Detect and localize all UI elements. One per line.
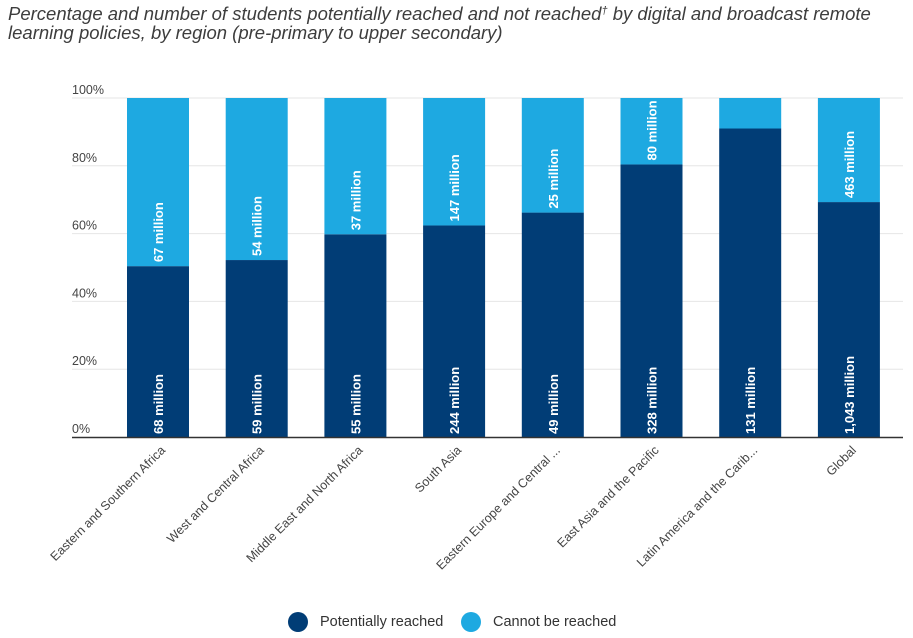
bar-not-reached[interactable] xyxy=(423,98,486,226)
legend-swatch-reached xyxy=(288,612,308,632)
data-label: 80 million xyxy=(645,100,660,160)
legend-label-reached: Potentially reached xyxy=(320,614,444,630)
y-tick-label: 80% xyxy=(72,151,97,165)
data-label: 37 million xyxy=(348,170,363,230)
bar-reached[interactable] xyxy=(817,202,880,437)
bar-reached[interactable] xyxy=(620,164,683,437)
data-label: 67 million xyxy=(151,202,166,262)
data-label: 49 million xyxy=(546,374,561,434)
x-tick-label: Eastern and Southern Africa xyxy=(48,443,168,563)
x-tick-label: Latin America and the Carib... xyxy=(634,443,760,569)
bar-not-reached[interactable] xyxy=(521,98,584,213)
data-label: 328 million xyxy=(645,367,660,434)
bar-not-reached[interactable] xyxy=(817,98,880,203)
chart-title: Percentage and number of students potent… xyxy=(8,4,903,42)
legend-item-reached[interactable]: Potentially reached xyxy=(288,612,443,632)
bar-reached[interactable] xyxy=(127,266,189,437)
data-label: 463 million xyxy=(842,131,857,198)
legend-swatch-not-reached xyxy=(461,612,481,632)
data-label: 244 million xyxy=(447,367,462,434)
bar-reached[interactable] xyxy=(521,212,584,437)
bar-not-reached[interactable] xyxy=(620,98,683,165)
x-tick-label: Global xyxy=(824,443,859,478)
data-label: 25 million xyxy=(546,149,561,209)
bar-not-reached[interactable] xyxy=(225,98,288,261)
bar-not-reached[interactable] xyxy=(127,98,189,267)
bar-reached[interactable] xyxy=(423,225,486,437)
stacked-bar-chart: 0% 20% 40% 60% 80% 100% 68 million 67 million Ea… xyxy=(48,83,903,573)
y-tick-label: 60% xyxy=(72,219,97,233)
data-label: 54 million xyxy=(250,196,265,256)
dagger-mark: † xyxy=(601,5,608,17)
y-tick-label: 20% xyxy=(72,354,97,368)
x-tick-label: South Asia xyxy=(412,443,464,495)
legend-item-not-reached[interactable]: Cannot be reached xyxy=(461,612,616,632)
data-label: 131 million xyxy=(743,367,758,434)
bar-not-reached[interactable] xyxy=(324,98,387,235)
bar-reached[interactable] xyxy=(719,128,782,437)
data-label: 1,043 million xyxy=(842,356,857,434)
y-tick-label: 100% xyxy=(72,83,104,97)
bar-reached[interactable] xyxy=(324,234,387,437)
chart-title-text: Percentage and number of students potent… xyxy=(8,3,602,24)
x-tick-label: Middle East and North Africa xyxy=(244,443,366,565)
chart-title-rest: by digital and broadcast remote learning… xyxy=(8,3,871,43)
x-tick-label: West and Central Africa xyxy=(164,443,267,546)
data-label: 147 million xyxy=(447,154,462,221)
data-label: 59 million xyxy=(250,374,265,434)
data-label: 55 million xyxy=(348,374,363,434)
data-label: 68 million xyxy=(151,374,166,434)
y-tick-label: 0% xyxy=(72,422,90,436)
bar-not-reached[interactable] xyxy=(719,98,782,129)
legend-label-not-reached: Cannot be reached xyxy=(493,614,617,630)
x-tick-label: East Asia and the Pacific xyxy=(554,443,661,550)
bar-reached[interactable] xyxy=(225,260,288,437)
y-tick-label: 40% xyxy=(72,286,97,300)
